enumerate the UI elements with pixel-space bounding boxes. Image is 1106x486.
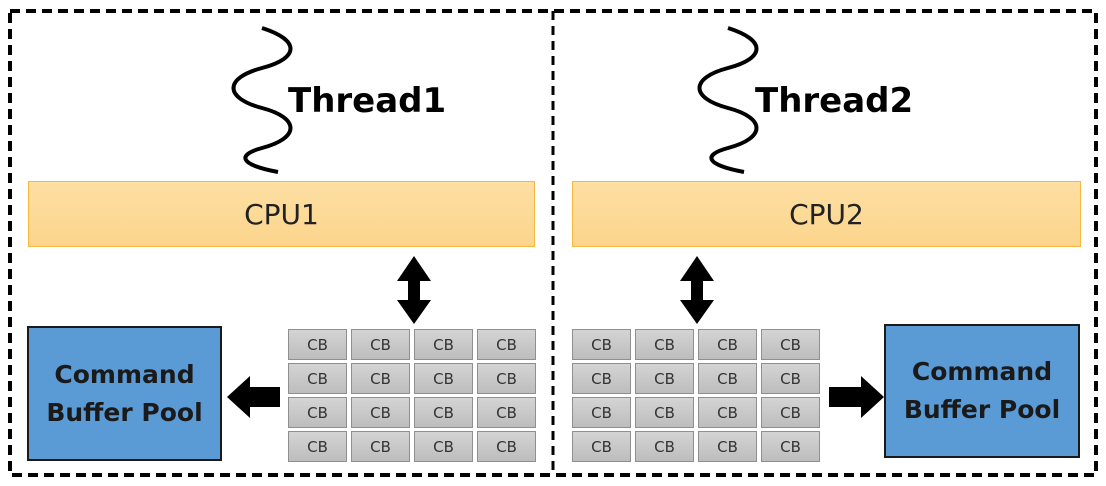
command-buffer-cell: CB [477, 329, 536, 360]
thread2-squiggle-icon [697, 26, 759, 174]
cpu1-label: CPU1 [244, 197, 319, 231]
cpu1-box: CPU1 [28, 181, 535, 247]
command-buffer-cell: CB [761, 431, 820, 462]
command-buffer-cell: CB [572, 329, 631, 360]
cpu2-label: CPU2 [789, 197, 864, 231]
command-buffer-cell: CB [351, 363, 410, 394]
right-arrow-to-pool2-icon [829, 376, 884, 418]
command-buffer-cell: CB [761, 397, 820, 428]
command-buffer-cell: CB [414, 431, 473, 462]
command-buffer-cell: CB [572, 397, 631, 428]
command-buffer-cell: CB [288, 329, 347, 360]
command-buffer-cell: CB [288, 363, 347, 394]
left-arrow-to-pool1-icon [227, 376, 280, 418]
cpu2-box: CPU2 [572, 181, 1081, 247]
command-buffer-cell: CB [635, 431, 694, 462]
command-buffer-cell: CB [635, 329, 694, 360]
thread1-squiggle-icon [231, 26, 293, 174]
command-buffer-cell: CB [572, 363, 631, 394]
pool2-line2: Buffer Pool [903, 395, 1061, 424]
command-buffer-cell: CB [414, 363, 473, 394]
command-buffer-cell: CB [414, 397, 473, 428]
pool2-line1: Command [911, 357, 1053, 386]
command-buffer-cell: CB [414, 329, 473, 360]
command-buffer-cell: CB [572, 431, 631, 462]
command-buffer-cell: CB [698, 397, 757, 428]
command-buffer-cell: CB [351, 329, 410, 360]
cb-grid-right: CB CB CB CB CB CB CB CB CB CB CB CB CB CB CB CB [572, 329, 820, 462]
cb-grid-left: CB CB CB CB CB CB CB CB CB CB CB CB CB CB CB CB [288, 329, 536, 462]
thread2-label: Thread2 [755, 81, 914, 121]
command-buffer-cell: CB [477, 397, 536, 428]
command-buffer-cell: CB [351, 431, 410, 462]
command-buffer-pool-1: Command Buffer Pool [27, 326, 222, 461]
command-buffer-cell: CB [635, 397, 694, 428]
thread1-label: Thread1 [288, 81, 447, 121]
cpu2-cb-double-arrow-icon [680, 256, 714, 324]
command-buffer-cell: CB [761, 363, 820, 394]
command-buffer-cell: CB [351, 397, 410, 428]
command-buffer-cell: CB [761, 329, 820, 360]
pool1-line1: Command [54, 359, 195, 389]
command-buffer-cell: CB [288, 431, 347, 462]
command-buffer-cell: CB [288, 397, 347, 428]
outer-dashed-border [8, 9, 1098, 477]
command-buffer-cell: CB [477, 431, 536, 462]
command-buffer-cell: CB [698, 329, 757, 360]
command-buffer-pool-2: Command Buffer Pool [884, 324, 1080, 458]
command-buffer-cell: CB [698, 363, 757, 394]
command-buffer-cell: CB [698, 431, 757, 462]
command-buffer-cell: CB [477, 363, 536, 394]
command-buffer-cell: CB [635, 363, 694, 394]
cpu1-cb-double-arrow-icon [397, 256, 431, 324]
pool1-line2: Buffer Pool [46, 397, 203, 427]
